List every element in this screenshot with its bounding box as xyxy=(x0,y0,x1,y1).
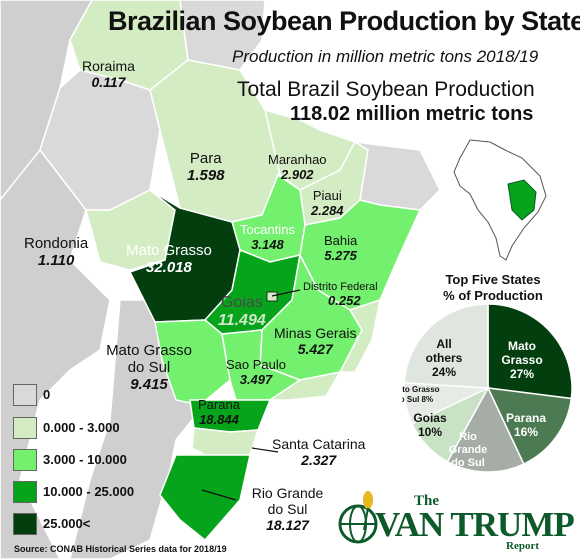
state-name: Minas Gerais xyxy=(274,325,357,341)
label-tocantins: Tocantins 3.148 xyxy=(240,222,295,252)
state-amapa-area xyxy=(179,0,266,71)
state-name: Rondonia xyxy=(24,235,89,252)
state-value: 3.497 xyxy=(239,372,273,387)
top-five-pie-chart: Mato Grasso 27% Parana 16% Rio Grande do Sul 15%… xyxy=(402,303,573,482)
santa-catarina-leader-line xyxy=(251,447,279,453)
label-roraima: Roraima 0.117 xyxy=(82,58,135,90)
state-value: 3.148 xyxy=(251,237,284,252)
state-name: Mato Grasso xyxy=(126,242,212,259)
state-amazonas-area xyxy=(39,69,161,211)
state-name: Bahia xyxy=(324,233,358,248)
pie-slice xyxy=(486,387,573,466)
label-maranhao: Maranhao 2.902 xyxy=(268,152,327,182)
legend-swatch xyxy=(13,384,37,406)
label-rondonia: Rondonia 1.110 xyxy=(24,235,88,269)
label-para: Para 1.598 xyxy=(187,150,225,184)
map-title: Brazilian Soybean Production by State xyxy=(108,6,580,36)
logo-the-text: The xyxy=(414,493,440,509)
pie-slice xyxy=(403,303,489,389)
pie-title-line1: Top Five States xyxy=(445,272,541,287)
legend-label: 25.000< xyxy=(43,516,91,531)
total-production-value: 118.02 million metric tons xyxy=(290,103,534,125)
state-northeast-area xyxy=(354,141,441,211)
distrito-federal-leader-line xyxy=(271,289,301,297)
state-value: 9.415 xyxy=(130,376,168,393)
pie-slice xyxy=(487,303,573,400)
state-value: 0.252 xyxy=(328,293,361,308)
label-santa-catarina: Santa Catarina 2.327 xyxy=(272,436,365,468)
state-value: 2.327 xyxy=(301,452,337,468)
state-name: Maranhao xyxy=(268,152,327,167)
state-value: 0.117 xyxy=(91,74,126,90)
label-goias: Goias 11.494 xyxy=(218,294,266,330)
state-value: 5.427 xyxy=(297,341,333,357)
label-rio-grande-do-sul: Rio Grande do Sul 18.127 xyxy=(250,485,325,533)
legend-label: 0 xyxy=(43,387,51,402)
state-mato-grasso-do-sul-area xyxy=(154,319,231,406)
state-name: Mato Grasso do Sul xyxy=(106,342,192,376)
state-name: Piaui xyxy=(312,188,342,203)
state-name: Goias xyxy=(220,294,263,311)
pie-title: Top Five States % of Production xyxy=(418,272,568,304)
state-value: 18.127 xyxy=(266,517,309,533)
state-rio-area xyxy=(267,370,342,401)
state-name: Roraima xyxy=(82,58,135,74)
map-subtitle: Production in million metric tons 2018/1… xyxy=(232,47,539,66)
pie-slice-label: Rio Grande do Sul 15% xyxy=(449,431,488,482)
state-rio-grande-do-sul-area xyxy=(159,454,251,542)
state-value: 18.844 xyxy=(199,412,239,427)
legend-swatch xyxy=(13,449,37,471)
state-name: Santa Catarina xyxy=(272,436,366,452)
label-bahia: Bahia 5.275 xyxy=(324,233,357,263)
state-value: 1.598 xyxy=(187,167,225,184)
pie-slice xyxy=(446,386,525,473)
label-minas-gerais: Minas Gerais 5.427 xyxy=(274,325,356,357)
state-name: Tocantins xyxy=(240,222,295,237)
pie-title-line2: % of Production xyxy=(443,288,543,303)
legend-label: 10.000 - 25.000 xyxy=(43,484,135,499)
state-santa-catarina-area xyxy=(191,427,260,456)
pie-slice-label: Parana 16% xyxy=(506,411,546,439)
pie-slice-label: Goias 10% xyxy=(413,411,447,439)
label-mato-grasso: Mato Grasso 32.018 xyxy=(126,242,212,276)
state-value: 11.494 xyxy=(218,312,266,329)
inset-americas-map xyxy=(453,139,547,261)
state-value: 1.110 xyxy=(37,252,75,269)
logo-report-text: Report xyxy=(506,540,539,552)
state-value: 2.284 xyxy=(311,203,344,218)
state-name: Sao Paulo xyxy=(226,357,286,372)
legend-swatch xyxy=(13,481,37,503)
state-value: 32.018 xyxy=(145,259,192,276)
state-name: Rio Grande do Sul xyxy=(251,485,324,517)
label-piaui: Piaui 2.284 xyxy=(311,188,344,218)
state-value: 5.275 xyxy=(324,248,357,263)
state-name: Distrito Federal xyxy=(303,281,378,293)
label-parana: Parana 18.844 xyxy=(198,397,240,427)
legend-label: 0.000 - 3.000 xyxy=(43,420,120,435)
label-distrito-federal: Distrito Federal 0.252 xyxy=(303,281,378,308)
source-note: Source: CONAB Historical Series data for… xyxy=(14,544,227,554)
legend-swatch xyxy=(13,513,37,535)
legend-label: 3.000 - 10.000 xyxy=(43,452,127,467)
state-east-coast-area xyxy=(338,298,381,373)
label-mato-grasso-do-sul: Mato Grasso do Sul 9.415 xyxy=(104,342,194,393)
logo-brand-text: VAN TRUMP xyxy=(375,505,575,544)
label-sao-paulo: Sao Paulo 3.497 xyxy=(226,357,286,387)
state-value: 2.902 xyxy=(281,167,314,182)
rio-grande-do-sul-leader-line xyxy=(201,489,237,501)
state-name: Para xyxy=(189,150,222,167)
total-production-label: Total Brazil Soybean Production xyxy=(237,78,535,101)
pie-slice-label: Mato Grasso 27% xyxy=(501,339,542,381)
state-name: Parana xyxy=(198,397,240,412)
distrito-federal-marker xyxy=(266,291,278,302)
pie-slice-label: All others 24% xyxy=(426,337,463,379)
legend-swatch xyxy=(13,417,37,439)
wheat-globe-logo-icon xyxy=(338,491,378,544)
